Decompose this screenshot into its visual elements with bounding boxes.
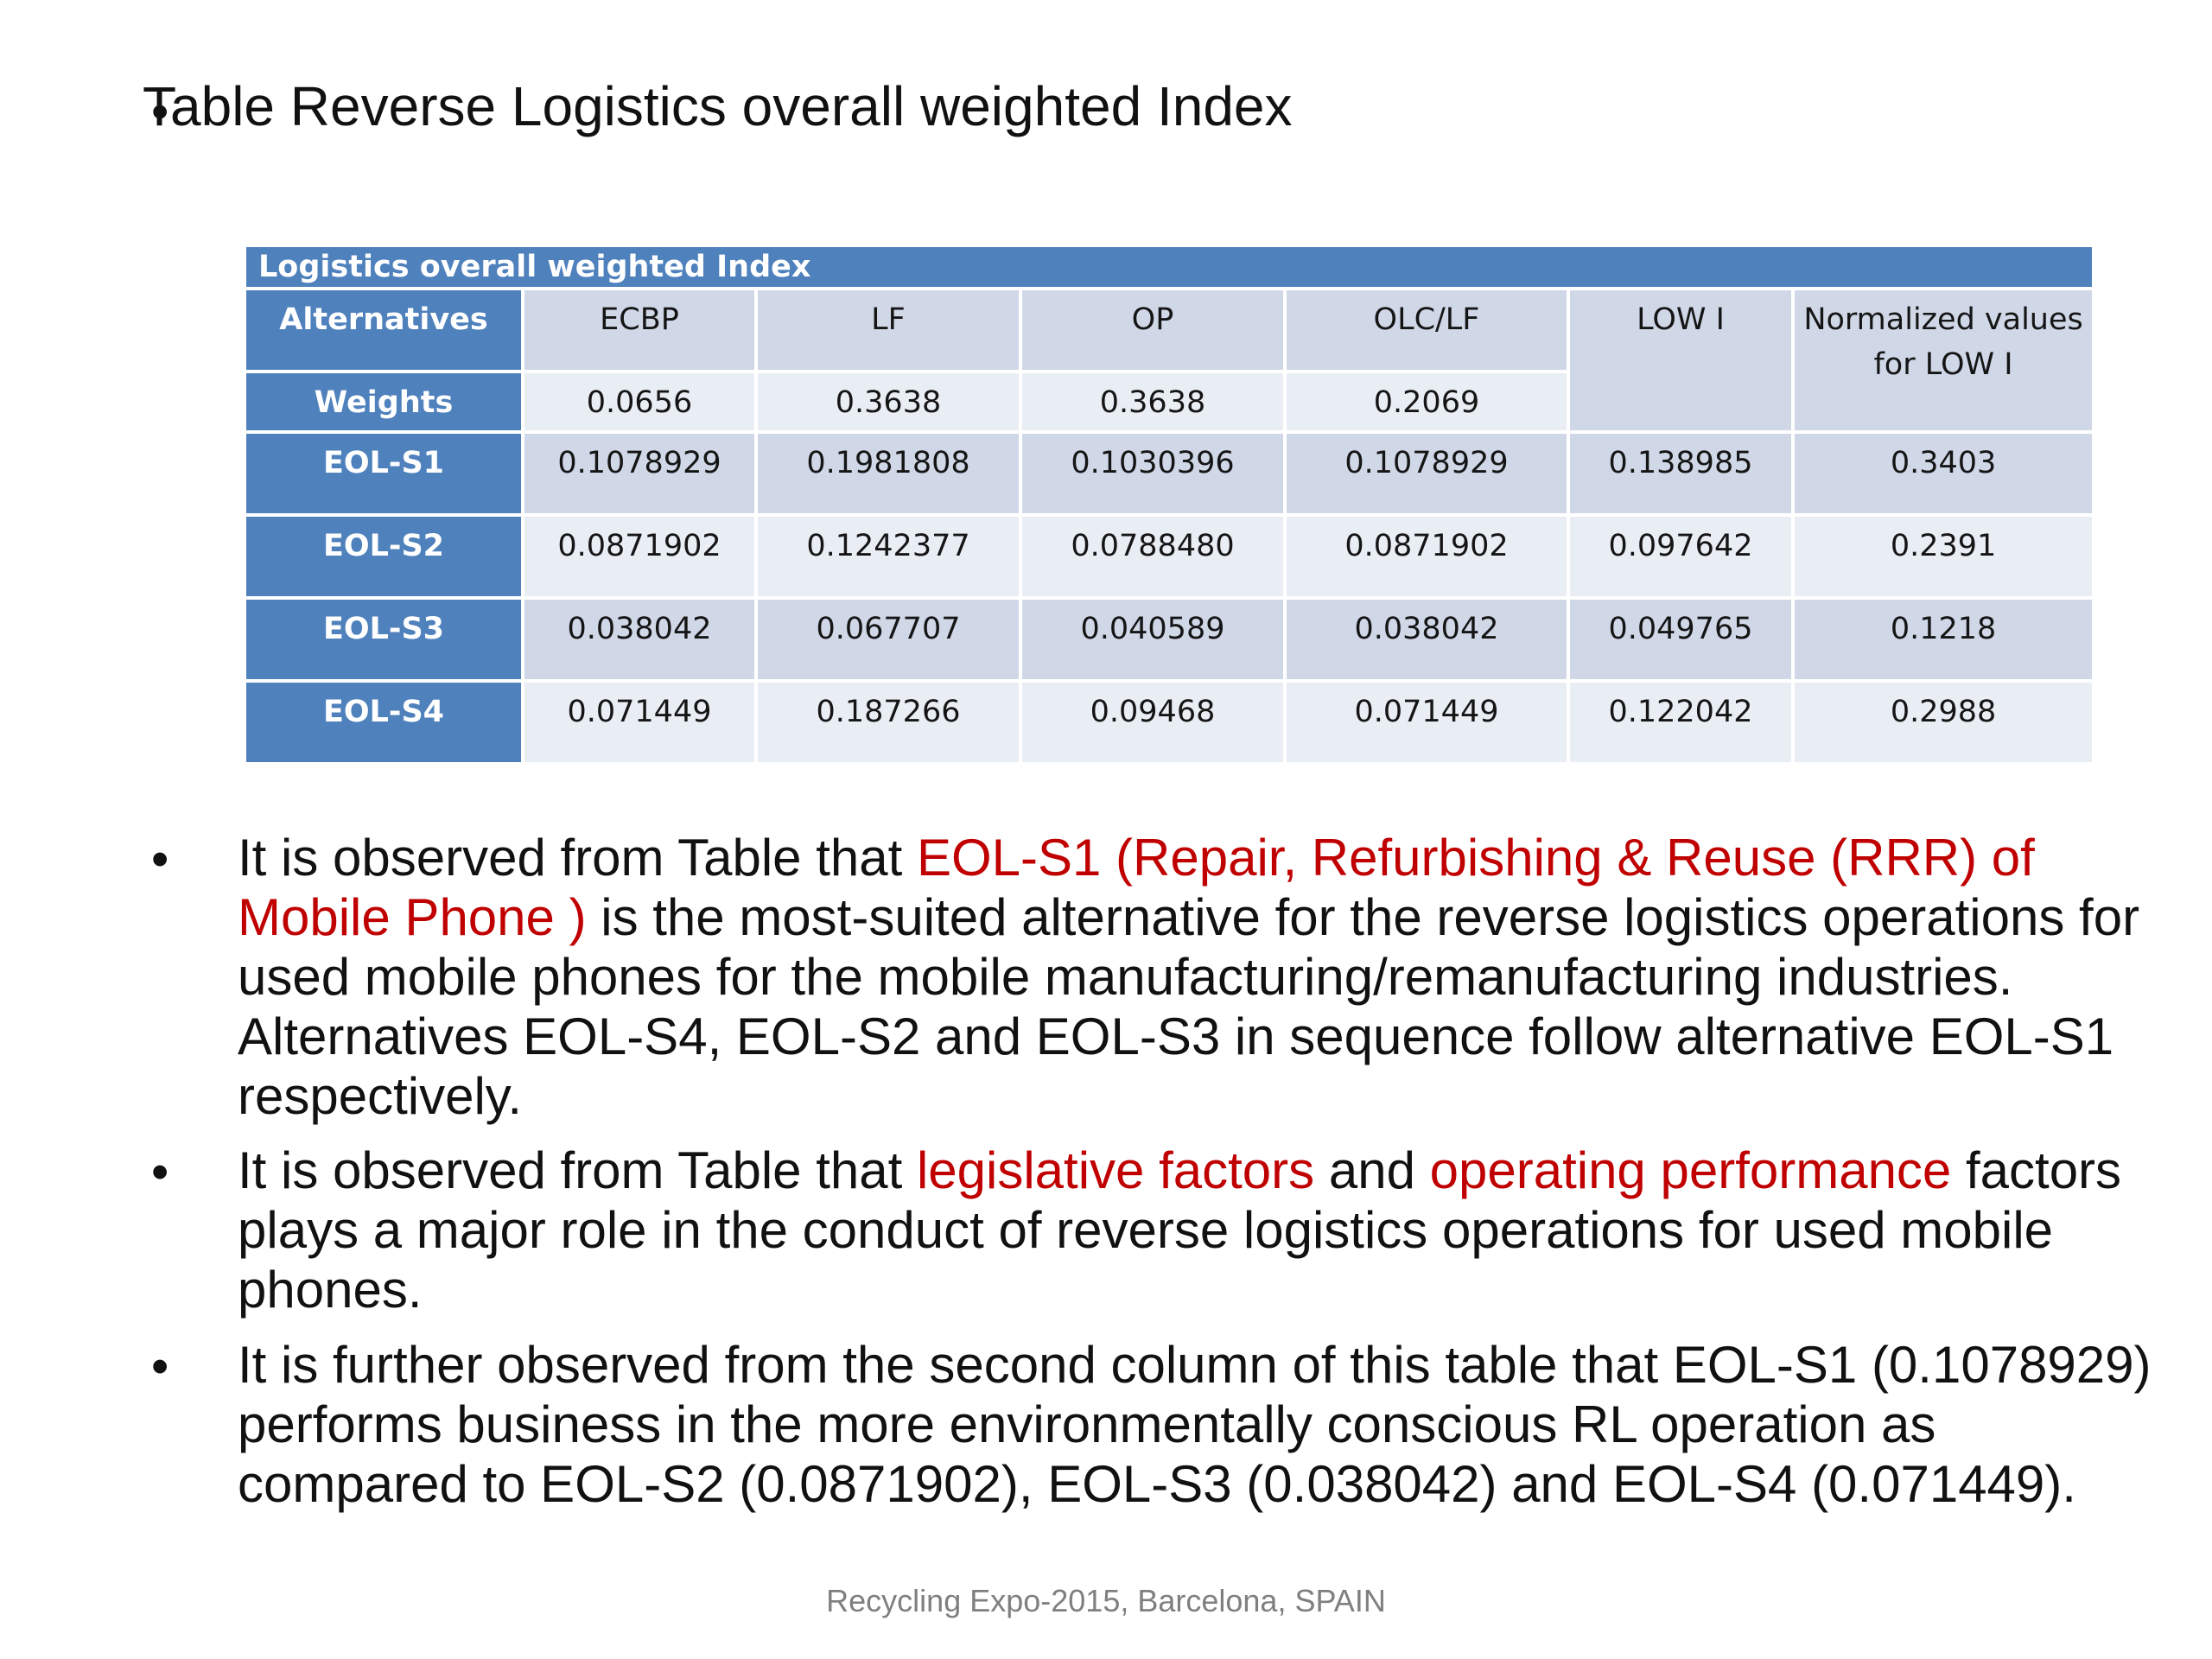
bullet-paragraph: It is observed from Table that EOL-S1 (R… [238,828,2173,1126]
cell-normalized: 0.1218 [1790,596,2096,683]
cell-op: 0.09468 [1019,679,1287,766]
weight-op: 0.3638 [1019,370,1287,434]
cell-low-i: 0.049765 [1567,596,1795,683]
cell-lf: 0.1242377 [754,513,1022,600]
weights-label: Weights [243,370,524,434]
bullet-paragraph: It is further observed from the second c… [238,1335,2173,1514]
cell-lf: 0.1981808 [754,430,1022,517]
cell-normalized: 0.3403 [1790,430,2096,517]
row-label: EOL-S4 [243,679,524,766]
weight-lf: 0.3638 [754,370,1022,434]
bullet-paragraph: It is observed from Table that legislati… [238,1141,2173,1319]
cell-olc-lf: 0.038042 [1283,596,1570,683]
header-op: OP [1019,287,1287,373]
cell-olc-lf: 0.0871902 [1283,513,1570,600]
table-row: EOL-S4 0.071449 0.187266 0.09468 0.07144… [243,679,2096,766]
slide-footer: Recycling Expo-2015, Barcelona, SPAIN [826,1583,1386,1618]
highlight-text: legislative factors [916,1141,1315,1199]
header-low-i: LOW I [1567,287,1795,434]
header-normalized: Normalized values for LOW I [1790,287,2096,434]
cell-normalized: 0.2988 [1790,679,2096,766]
header-ecbp: ECBP [521,287,758,373]
cell-ecbp: 0.1078929 [521,430,758,517]
weighted-index-table: Logistics overall weighted Index Alterna… [242,244,2096,766]
cell-normalized: 0.2391 [1790,513,2096,600]
cell-low-i: 0.138985 [1567,430,1795,517]
cell-olc-lf: 0.1078929 [1283,430,1570,517]
bullet-marker: • [151,1144,169,1200]
cell-op: 0.0788480 [1019,513,1287,600]
weight-olc-lf: 0.2069 [1283,370,1570,434]
cell-low-i: 0.097642 [1567,513,1795,600]
highlight-text: EOL-S1 (Repair, Refurbishing & Reuse (RR… [238,829,2035,946]
table-row: EOL-S1 0.1078929 0.1981808 0.1030396 0.1… [243,430,2096,517]
slide-title: Table Reverse Logistics overall weighted… [143,75,1293,137]
bullet-text: It is observed from Table that [238,829,917,887]
row-label: EOL-S1 [243,430,524,517]
cell-op: 0.1030396 [1019,430,1287,517]
table-caption: Logistics overall weighted Index [242,244,2096,290]
header-olc-lf: OLC/LF [1283,287,1570,373]
table-grid: Logistics overall weighted Index Alterna… [242,244,2096,766]
highlight-text: operating performance [1429,1141,1952,1199]
cell-ecbp: 0.038042 [521,596,758,683]
cell-lf: 0.067707 [754,596,1022,683]
header-lf: LF [754,287,1022,373]
bullet-text: It is observed from Table that [238,1141,917,1199]
cell-ecbp: 0.0871902 [521,513,758,600]
bullet-text: and [1314,1141,1430,1199]
bullet-marker: • [151,831,169,887]
cell-lf: 0.187266 [754,679,1022,766]
bullet-text: It is further observed from the second c… [238,1336,2152,1513]
bullet-text: factors plays a major role in the conduc… [238,1141,2122,1319]
cell-low-i: 0.122042 [1567,679,1795,766]
header-alternatives: Alternatives [243,287,524,373]
row-label: EOL-S3 [243,596,524,683]
bullet-marker: • [151,84,169,140]
table-row: EOL-S3 0.038042 0.067707 0.040589 0.0380… [243,596,2096,683]
row-label: EOL-S2 [243,513,524,600]
weight-ecbp: 0.0656 [521,370,758,434]
table-row: EOL-S2 0.0871902 0.1242377 0.0788480 0.0… [243,513,2096,600]
bullet-marker: • [151,1338,169,1395]
bullet-text: is the most-suited alternative for the r… [238,888,2140,1125]
cell-op: 0.040589 [1019,596,1287,683]
cell-olc-lf: 0.071449 [1283,679,1570,766]
cell-ecbp: 0.071449 [521,679,758,766]
